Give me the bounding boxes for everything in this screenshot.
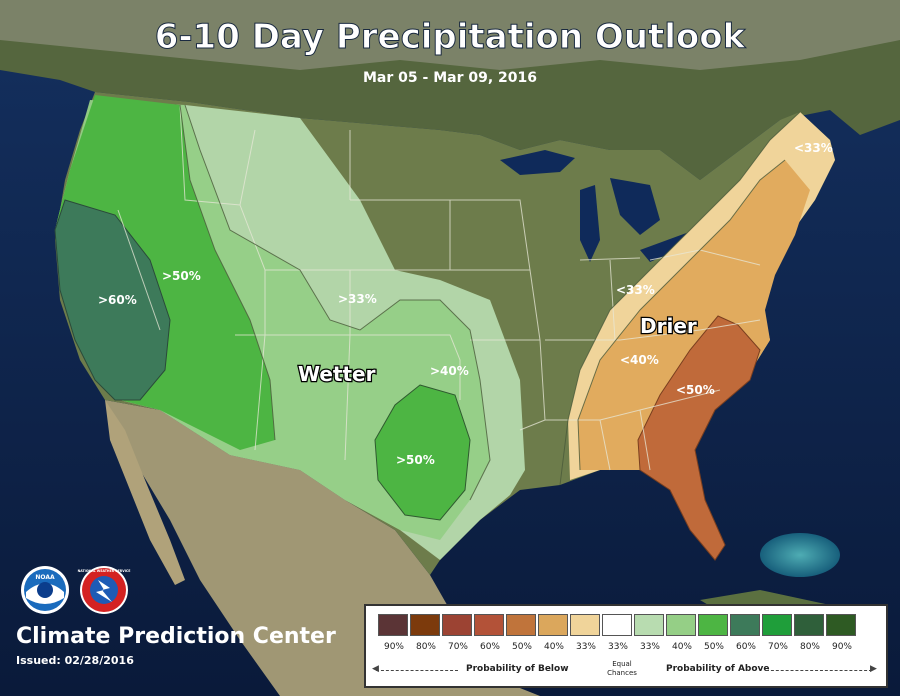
legend-below-label: Probability of Below bbox=[466, 664, 569, 674]
legend-percent: 40% bbox=[671, 642, 692, 652]
noaa-text: NOAA bbox=[35, 574, 55, 581]
lake-huron bbox=[610, 178, 660, 235]
legend-swatch bbox=[698, 614, 728, 636]
arrow-left-icon: ◀ bbox=[372, 664, 379, 674]
label-wet-60: >60% bbox=[98, 293, 137, 307]
arrow-right-icon: ▶ bbox=[870, 664, 877, 674]
legend-percent: 50% bbox=[703, 642, 724, 652]
legend-swatch bbox=[410, 614, 440, 636]
legend-swatch bbox=[794, 614, 824, 636]
legend-percent: 90% bbox=[383, 642, 404, 652]
legend-percent: 60% bbox=[735, 642, 756, 652]
nws-text: NATIONAL WEATHER SERVICE bbox=[78, 569, 131, 573]
wet-50-texas-zone bbox=[374, 384, 471, 521]
legend-percent: 90% bbox=[831, 642, 852, 652]
legend-above-label: Probability of Above bbox=[666, 664, 770, 674]
legend-swatch bbox=[570, 614, 600, 636]
page-title: 6-10 Day Precipitation Outlook bbox=[155, 17, 747, 57]
legend: 90% 80% 70% 60% 50% 40% 33% 33% 33% 40% 50% 60% 70% 8… bbox=[364, 604, 888, 688]
dry-50-zone bbox=[637, 315, 761, 561]
legend-percent: 40% bbox=[543, 642, 564, 652]
label-dry-40: <40% bbox=[620, 353, 659, 367]
legend-percent: 80% bbox=[799, 642, 820, 652]
nws-logo: NATIONAL WEATHER SERVICE bbox=[78, 566, 131, 614]
label-wet-40: >40% bbox=[430, 364, 469, 378]
legend-equal-line-1: Equal bbox=[612, 660, 632, 668]
legend-swatch bbox=[634, 614, 664, 636]
legend-percent: 80% bbox=[415, 642, 436, 652]
noaa-logo: NOAA bbox=[21, 566, 69, 614]
legend-percent: 70% bbox=[767, 642, 788, 652]
issued-date: Issued: 02/28/2016 bbox=[16, 654, 134, 667]
legend-swatch bbox=[538, 614, 568, 636]
baja-peninsula bbox=[105, 400, 185, 585]
legend-swatches bbox=[378, 614, 858, 636]
legend-swatch bbox=[826, 614, 856, 636]
legend-swatch bbox=[442, 614, 472, 636]
label-wet-50-west: >50% bbox=[162, 269, 201, 283]
legend-swatch bbox=[378, 614, 408, 636]
legend-dash-right bbox=[766, 670, 872, 671]
legend-percent: 70% bbox=[447, 642, 468, 652]
lake-superior bbox=[500, 150, 575, 175]
state-borders bbox=[117, 104, 761, 471]
legend-percent: 50% bbox=[511, 642, 532, 652]
legend-percent: 33% bbox=[639, 642, 660, 652]
bahamas bbox=[760, 533, 840, 577]
legend-swatch bbox=[474, 614, 504, 636]
legend-swatch bbox=[762, 614, 792, 636]
canada-tundra bbox=[0, 0, 900, 70]
center-name: Climate Prediction Center bbox=[16, 624, 336, 649]
wet-60-zone bbox=[54, 199, 171, 401]
legend-swatch bbox=[666, 614, 696, 636]
legend-percents: 90% 80% 70% 60% 50% 40% 33% 33% 33% 40% 50% 60% 70% 8… bbox=[378, 642, 858, 652]
date-range: Mar 05 - Mar 09, 2016 bbox=[363, 70, 537, 86]
legend-swatch bbox=[602, 614, 632, 636]
label-dry-33-ne: <33% bbox=[794, 141, 833, 155]
drier-label: Drier bbox=[640, 314, 697, 338]
label-dry-50: <50% bbox=[676, 383, 715, 397]
legend-swatch bbox=[730, 614, 760, 636]
wetter-label: Wetter bbox=[298, 362, 376, 386]
label-dry-33: <33% bbox=[616, 283, 655, 297]
legend-percent: 60% bbox=[479, 642, 500, 652]
legend-dash-left bbox=[376, 670, 458, 671]
lake-michigan bbox=[580, 185, 600, 262]
label-wet-50-texas: >50% bbox=[396, 453, 435, 467]
legend-equal-label: Equal Chances bbox=[602, 660, 642, 678]
label-wet-33: >33% bbox=[338, 292, 377, 306]
legend-percent: 33% bbox=[607, 642, 628, 652]
region-outlines bbox=[179, 104, 801, 501]
legend-equal-line-2: Chances bbox=[607, 669, 637, 677]
legend-swatch bbox=[506, 614, 536, 636]
legend-percent: 33% bbox=[575, 642, 596, 652]
